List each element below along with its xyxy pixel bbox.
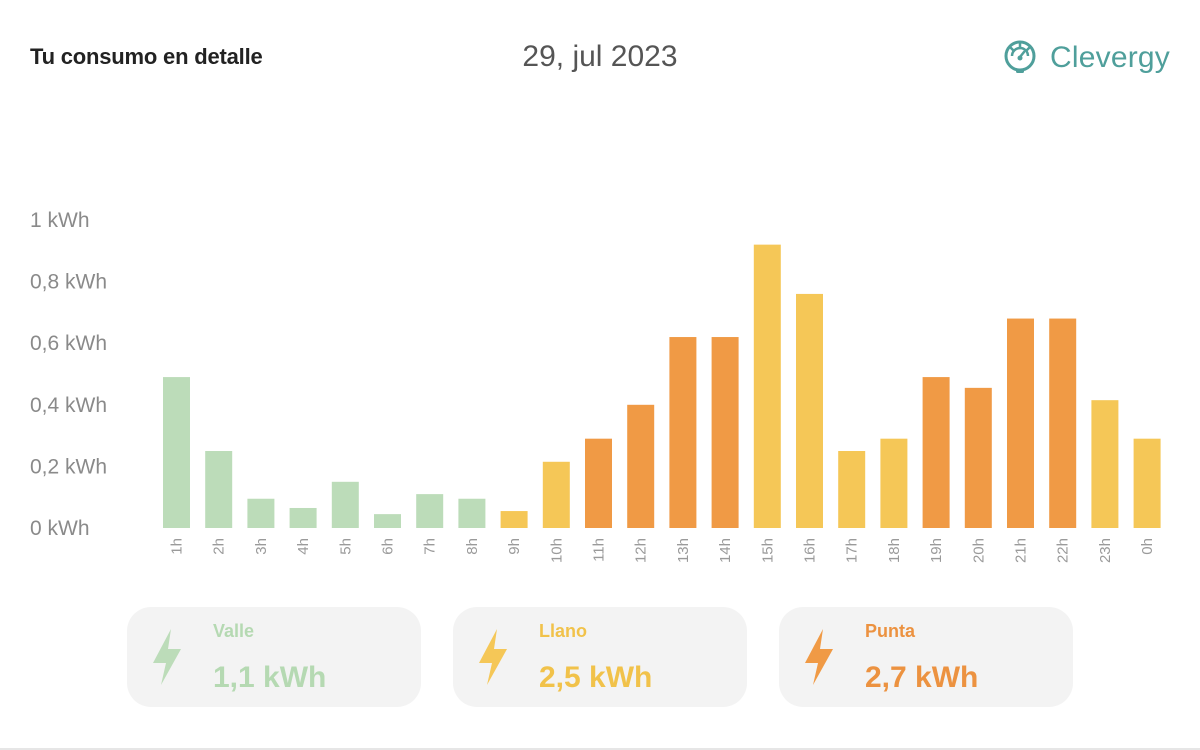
bar-2h xyxy=(205,451,233,528)
x-tick-label: 13h xyxy=(675,538,692,563)
bar-5h xyxy=(331,481,359,528)
bar-19h xyxy=(922,377,950,528)
bar-4h xyxy=(289,507,317,528)
page-title: Tu consumo en detalle xyxy=(30,44,263,69)
lightning-icon xyxy=(805,629,833,685)
bar-3h xyxy=(247,498,275,528)
x-tick-label: 15h xyxy=(759,538,776,563)
brand-name: Clevergy xyxy=(1050,41,1170,74)
x-tick-label: 23h xyxy=(1097,538,1114,563)
bar-6h xyxy=(374,514,401,528)
x-tick-label: 18h xyxy=(886,538,903,563)
x-tick-label: 21h xyxy=(1013,538,1030,563)
bar-7h xyxy=(416,494,444,528)
bar-14h xyxy=(711,337,739,528)
y-tick-label: 0 kWh xyxy=(30,517,90,540)
y-tick-label: 0,4 kWh xyxy=(30,394,107,417)
y-tick-label: 0,2 kWh xyxy=(30,455,107,478)
bar-9h xyxy=(500,511,528,528)
y-tick-label: 1 kWh xyxy=(30,209,90,232)
summary-card-label: Llano xyxy=(539,621,587,641)
y-tick-label: 0,6 kWh xyxy=(30,332,107,355)
x-tick-label: 14h xyxy=(717,538,734,563)
bar-1h xyxy=(163,377,190,528)
x-tick-label: 16h xyxy=(802,538,819,563)
x-tick-label: 0h xyxy=(1139,538,1156,555)
x-tick-label: 6h xyxy=(380,538,397,555)
bar-16h xyxy=(796,293,823,528)
date-label: 29, jul 2023 xyxy=(522,40,678,73)
bar-17h xyxy=(838,451,866,528)
bar-23h xyxy=(1091,400,1119,528)
y-tick-label: 0,8 kWh xyxy=(30,271,107,294)
x-tick-label: 1h xyxy=(169,538,186,555)
x-tick-label: 17h xyxy=(844,538,861,563)
bar-8h xyxy=(458,498,486,528)
lightning-icon xyxy=(479,629,507,685)
x-tick-label: 9h xyxy=(506,538,523,555)
bar-15h xyxy=(753,244,781,528)
x-tick-label: 12h xyxy=(633,538,650,563)
x-tick-label: 7h xyxy=(422,538,439,555)
bar-10h xyxy=(542,461,570,528)
x-tick-label: 5h xyxy=(337,538,354,555)
summary-card-label: Punta xyxy=(865,621,916,641)
summary-card-value: 1,1 kWh xyxy=(213,661,327,694)
x-tick-label: 11h xyxy=(591,538,608,562)
x-tick-label: 19h xyxy=(928,538,945,563)
lightbulb-icon xyxy=(1004,40,1036,73)
bar-21h xyxy=(1007,318,1034,528)
x-tick-label: 22h xyxy=(1055,538,1072,563)
summary-card-label: Valle xyxy=(213,621,255,641)
bar-0h xyxy=(1133,438,1161,528)
x-tick-label: 3h xyxy=(253,538,270,555)
summary-card-punta: Punta 2,7 kWh xyxy=(779,607,1073,707)
summary-card-llano: Llano 2,5 kWh xyxy=(453,607,747,707)
summary-card-value: 2,5 kWh xyxy=(539,661,653,694)
x-tick-label: 10h xyxy=(548,538,565,563)
bar-13h xyxy=(669,337,697,528)
x-tick-label: 8h xyxy=(464,538,481,555)
x-tick-label: 4h xyxy=(295,538,312,555)
lightning-icon xyxy=(153,629,181,685)
bar-12h xyxy=(627,404,655,528)
bar-18h xyxy=(880,438,908,528)
bar-22h xyxy=(1049,318,1077,528)
summary-card-value: 2,7 kWh xyxy=(865,661,979,694)
bar-20h xyxy=(964,387,992,528)
x-tick-label: 20h xyxy=(970,538,987,563)
brand-logo: Clevergy xyxy=(1000,38,1170,78)
x-tick-label: 2h xyxy=(211,538,228,555)
bar-11h xyxy=(585,438,612,528)
hourly-consumption-chart: 0 kWh 0,2 kWh 0,4 kWh 0,6 kWh 0,8 kWh 1 kWh 1h… xyxy=(30,209,1161,563)
summary-card-valle: Valle 1,1 kWh xyxy=(127,607,421,707)
